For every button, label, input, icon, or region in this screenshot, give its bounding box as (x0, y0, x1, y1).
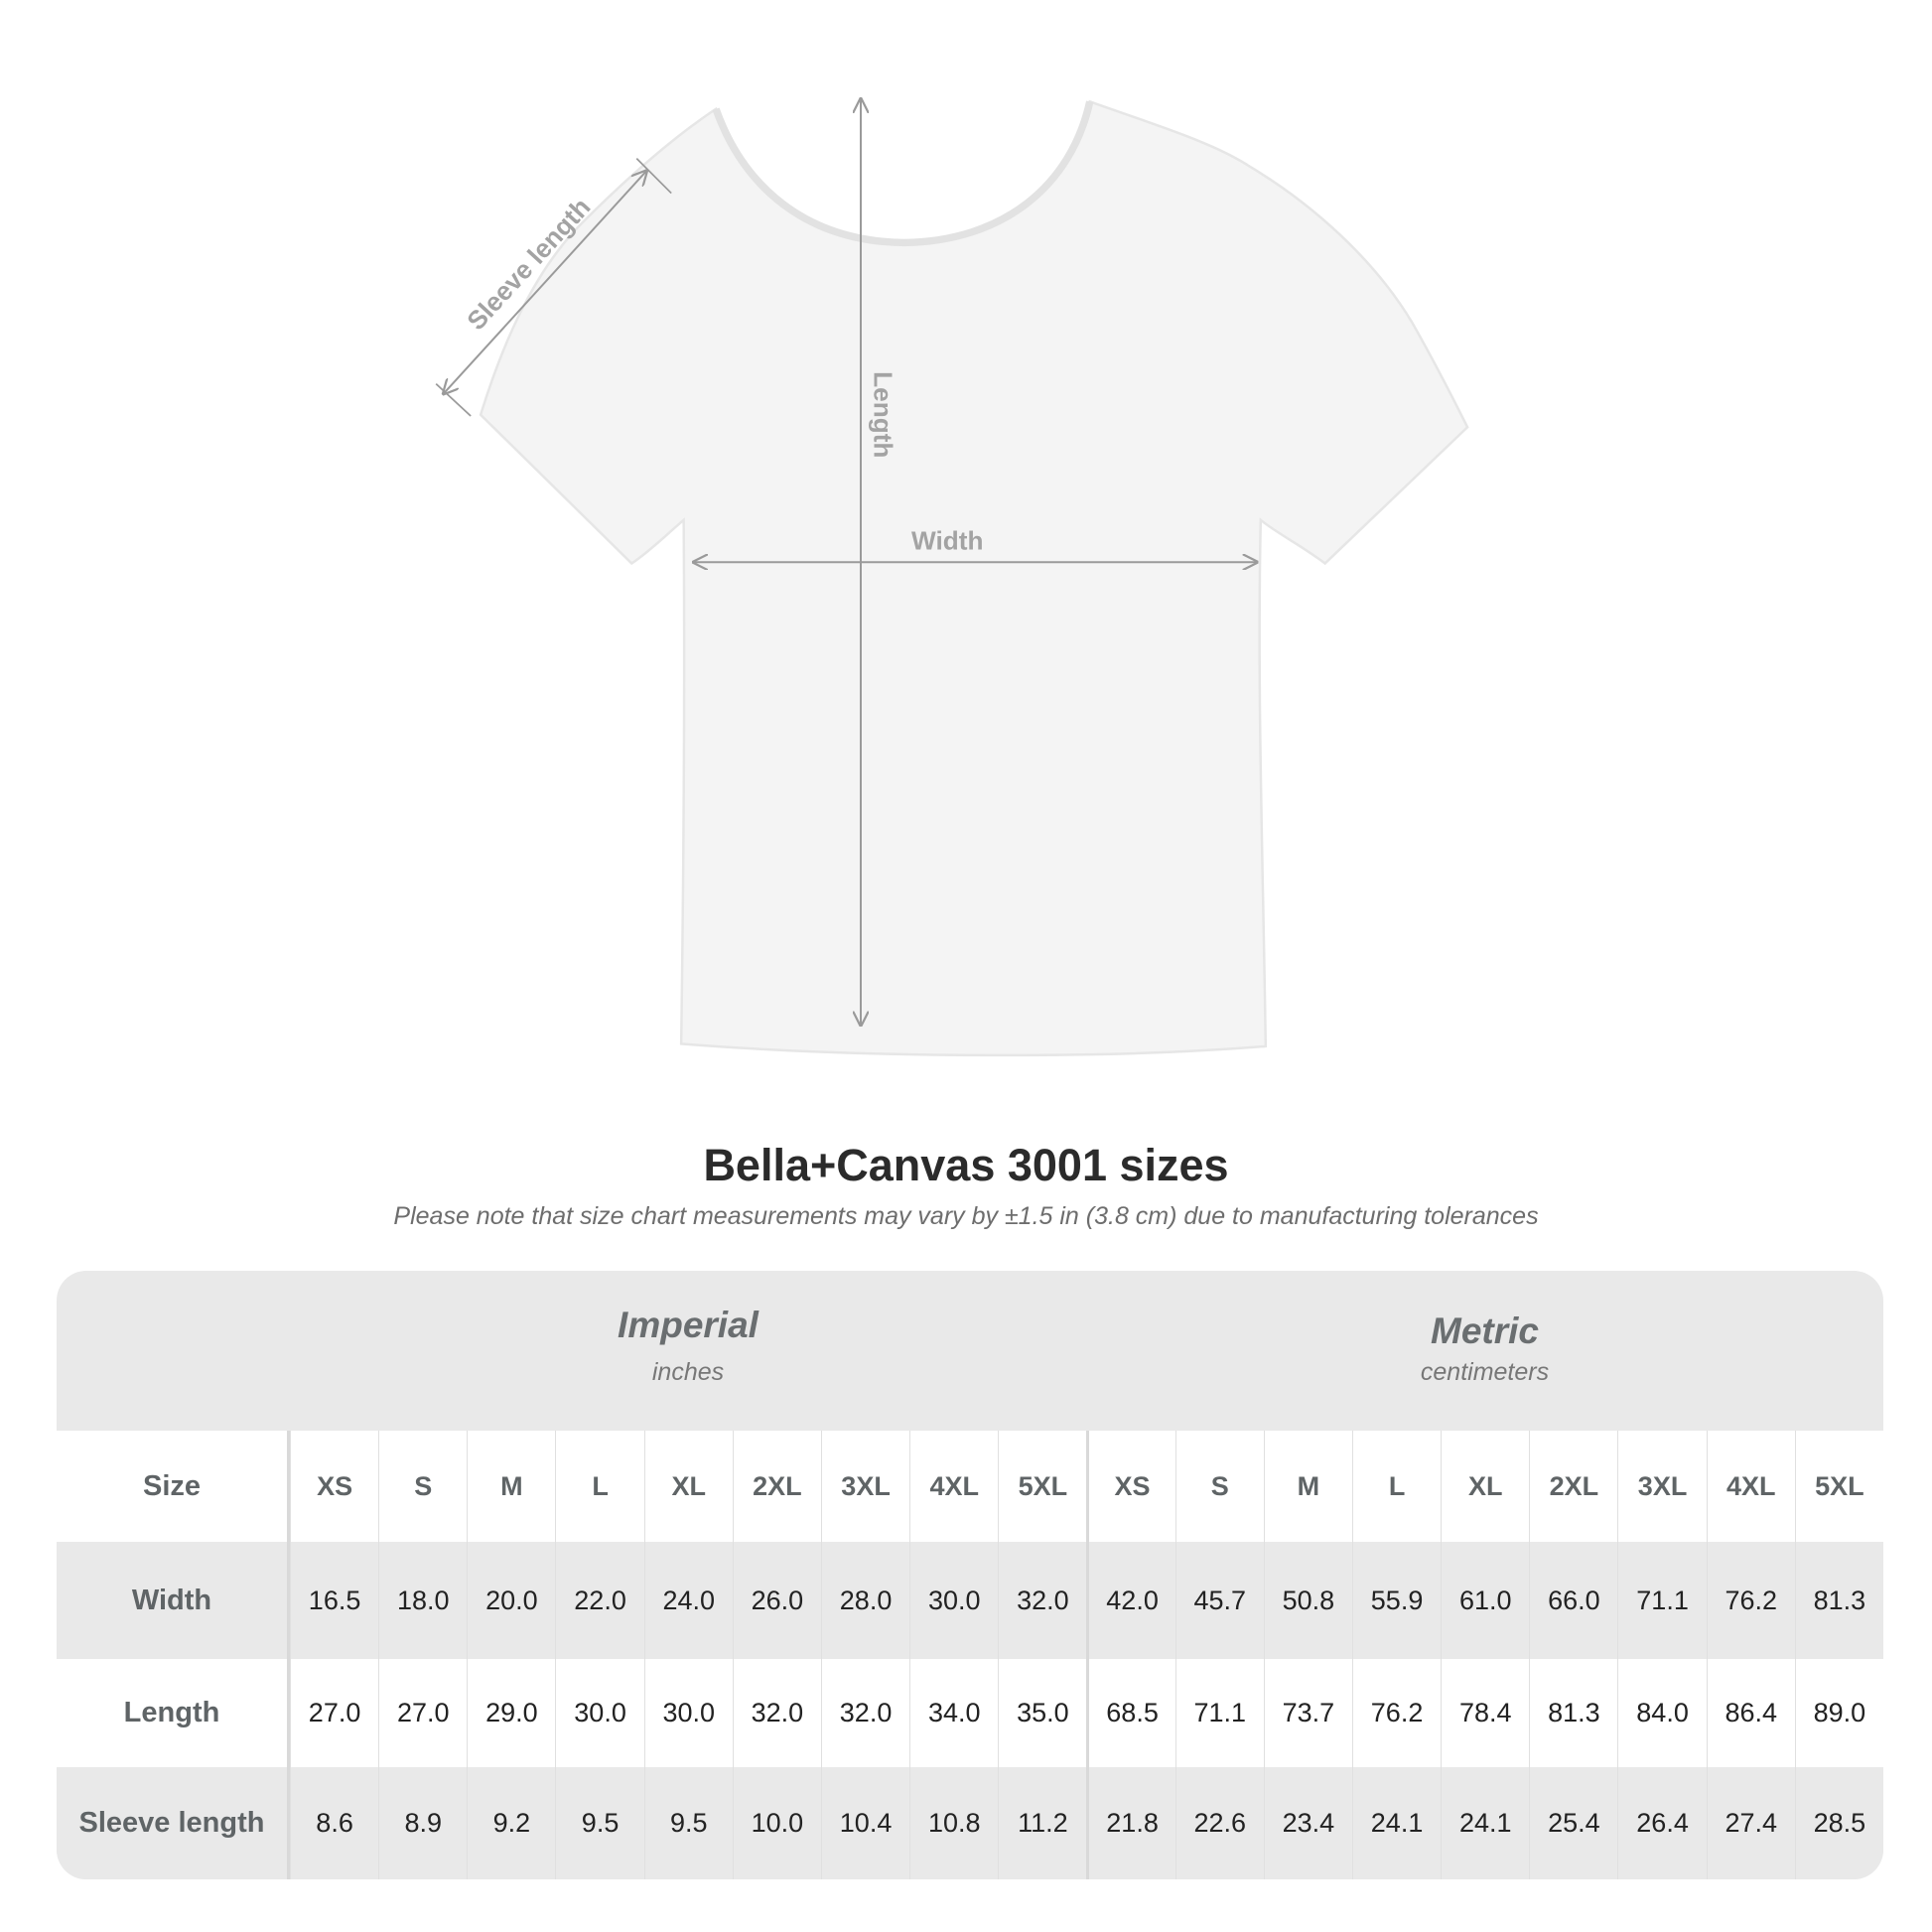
metric-value-cell: 89.0 (1794, 1659, 1883, 1767)
imperial-size-header: 4XL (909, 1431, 999, 1542)
tolerance-note: Please note that size chart measurements… (393, 1202, 1539, 1230)
imperial-size-header: XL (643, 1431, 733, 1542)
imperial-value-cell: 34.0 (909, 1659, 999, 1767)
imperial-size-header: L (555, 1431, 644, 1542)
imperial-size-header: 3XL (820, 1431, 910, 1542)
metric-header: Metric centimeters (1086, 1271, 1883, 1470)
row-label: Sleeve length (57, 1767, 290, 1879)
metric-size-header: XL (1441, 1431, 1530, 1542)
imperial-value-cell: 20.0 (467, 1542, 556, 1659)
imperial-value-cell: 9.2 (467, 1767, 556, 1879)
imperial-value-cell: 30.0 (555, 1659, 644, 1767)
imperial-value-cell: 10.8 (909, 1767, 999, 1879)
imperial-value-cell: 29.0 (467, 1659, 556, 1767)
metric-value-cell: 50.8 (1263, 1542, 1352, 1659)
metric-value-cell: 66.0 (1529, 1542, 1618, 1659)
sleeve-arrow (444, 171, 647, 393)
imperial-value-cell: 11.2 (998, 1767, 1087, 1879)
row-label: Width (57, 1542, 290, 1659)
metric-value-cell: 24.1 (1351, 1767, 1442, 1879)
imperial-value-cell: 26.0 (732, 1542, 821, 1659)
metric-size-header: 2XL (1529, 1431, 1618, 1542)
imperial-value-cell: 32.0 (732, 1659, 821, 1767)
metric-size-header: L (1351, 1431, 1442, 1542)
imperial-unit: inches (651, 1358, 725, 1386)
imperial-value-cell: 16.5 (290, 1542, 379, 1659)
metric-value-cell: 81.3 (1794, 1542, 1883, 1659)
metric-value-cell: 24.1 (1441, 1767, 1530, 1879)
metric-value-cell: 76.2 (1706, 1542, 1795, 1659)
page-title: Bella+Canvas 3001 sizes (703, 1140, 1229, 1190)
metric-value-cell: 23.4 (1263, 1767, 1352, 1879)
tshirt-diagram: Length Width Sleeve length (435, 0, 1469, 1057)
metric-value-cell: 86.4 (1706, 1659, 1795, 1767)
metric-value-cell: 71.1 (1617, 1542, 1707, 1659)
metric-value-cell: 68.5 (1086, 1659, 1175, 1767)
metric-value-cell: 81.3 (1529, 1659, 1618, 1767)
metric-value-cell: 76.2 (1351, 1659, 1442, 1767)
metric-title: Metric (1431, 1311, 1539, 1351)
metric-value-cell: 25.4 (1529, 1767, 1618, 1879)
metric-value-cell: 27.4 (1706, 1767, 1795, 1879)
length-label: Length (869, 371, 898, 458)
imperial-value-cell: 9.5 (643, 1767, 733, 1879)
metric-value-cell: 28.5 (1794, 1767, 1883, 1879)
imperial-title: Imperial (618, 1305, 759, 1345)
metric-size-header: 4XL (1706, 1431, 1795, 1542)
metric-value-cell: 73.7 (1263, 1659, 1352, 1767)
imperial-value-cell: 24.0 (643, 1542, 733, 1659)
imperial-value-cell: 8.6 (290, 1767, 379, 1879)
size-header-label: Size (57, 1431, 290, 1542)
metric-size-header: XS (1086, 1431, 1175, 1542)
imperial-value-cell: 32.0 (820, 1659, 910, 1767)
imperial-value-cell: 9.5 (555, 1767, 644, 1879)
imperial-header: Imperial inches (290, 1271, 1086, 1464)
imperial-value-cell: 22.0 (555, 1542, 644, 1659)
imperial-value-cell: 27.0 (290, 1659, 379, 1767)
imperial-value-cell: 18.0 (378, 1542, 468, 1659)
imperial-value-cell: 32.0 (998, 1542, 1087, 1659)
metric-value-cell: 61.0 (1441, 1542, 1530, 1659)
imperial-value-cell: 10.4 (820, 1767, 910, 1879)
tshirt-shape (479, 99, 1469, 1057)
imperial-size-header: 5XL (998, 1431, 1087, 1542)
metric-value-cell: 55.9 (1351, 1542, 1442, 1659)
imperial-value-cell: 35.0 (998, 1659, 1087, 1767)
metric-unit: centimeters (1420, 1358, 1550, 1386)
metric-size-header: 5XL (1794, 1431, 1883, 1542)
metric-value-cell: 71.1 (1174, 1659, 1264, 1767)
row-label: Length (57, 1659, 290, 1767)
metric-size-header: S (1174, 1431, 1264, 1542)
width-label: Width (911, 526, 983, 556)
size-grid: Size XS S M L XL 2XL 3XL 4XL 5XL XS S M L XL 2XL 3XL 4XL 5… (57, 1431, 1883, 1879)
metric-value-cell: 45.7 (1174, 1542, 1264, 1659)
imperial-value-cell: 27.0 (378, 1659, 468, 1767)
imperial-size-header: 2XL (732, 1431, 821, 1542)
imperial-size-header: S (378, 1431, 468, 1542)
metric-value-cell: 78.4 (1441, 1659, 1530, 1767)
metric-size-header: 3XL (1617, 1431, 1707, 1542)
metric-value-cell: 84.0 (1617, 1659, 1707, 1767)
metric-value-cell: 42.0 (1086, 1542, 1175, 1659)
imperial-value-cell: 8.9 (378, 1767, 468, 1879)
imperial-value-cell: 30.0 (643, 1659, 733, 1767)
metric-value-cell: 21.8 (1086, 1767, 1175, 1879)
imperial-value-cell: 28.0 (820, 1542, 910, 1659)
metric-value-cell: 22.6 (1174, 1767, 1264, 1879)
imperial-size-header: M (467, 1431, 556, 1542)
imperial-value-cell: 10.0 (732, 1767, 821, 1879)
size-table: Imperial inches Metric centimeters Size X… (57, 1271, 1883, 1879)
imperial-size-header: XS (290, 1431, 379, 1542)
metric-value-cell: 26.4 (1617, 1767, 1707, 1879)
metric-size-header: M (1263, 1431, 1352, 1542)
imperial-value-cell: 30.0 (909, 1542, 999, 1659)
